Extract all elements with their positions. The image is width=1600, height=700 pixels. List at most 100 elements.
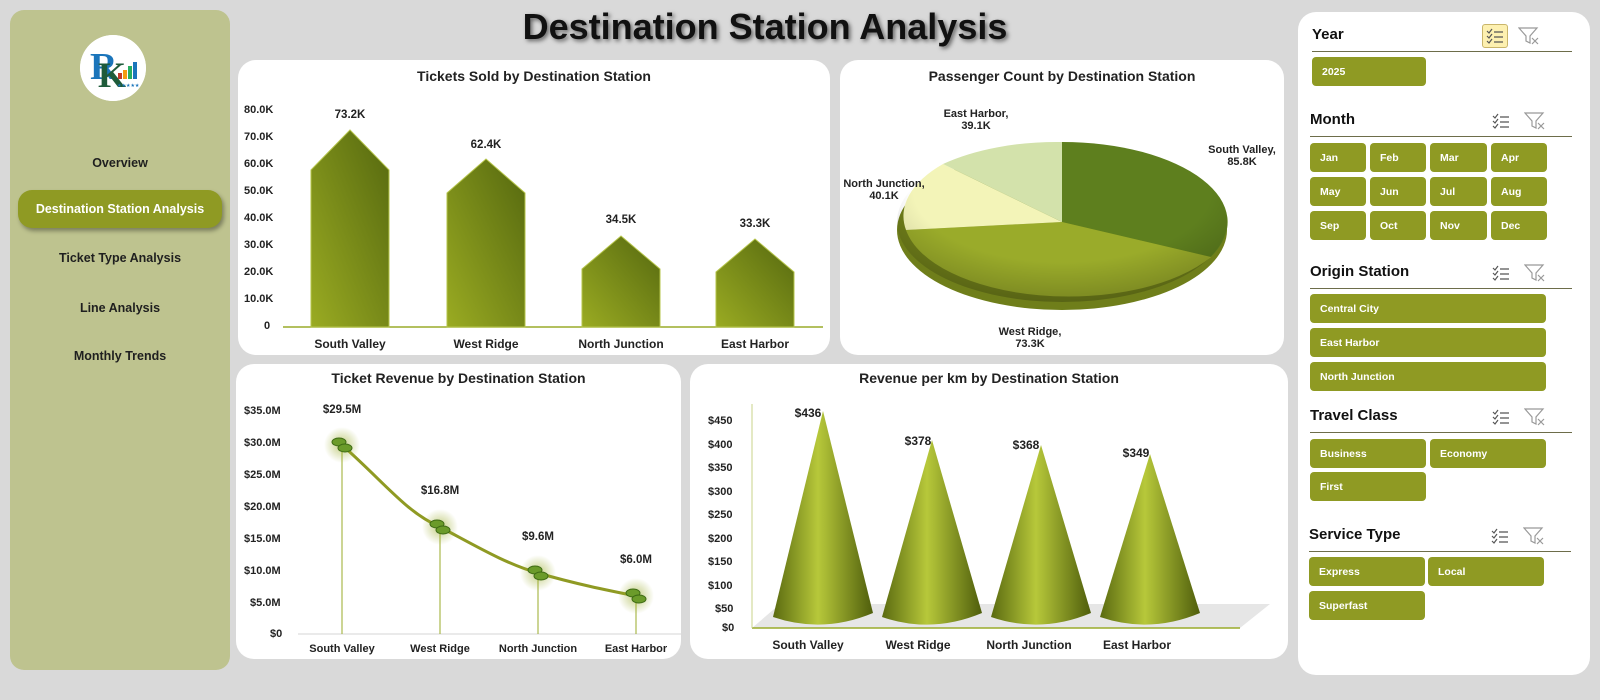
month-option-apr[interactable]: Apr xyxy=(1491,143,1547,172)
x-category: South Valley xyxy=(772,638,844,652)
y-tick: $150 xyxy=(708,556,733,568)
y-tick: 0 xyxy=(264,320,271,332)
service-type-option-local[interactable]: Local xyxy=(1428,557,1544,586)
nav-label: Monthly Trends xyxy=(73,349,167,363)
service-type-slicer-header: Service Type xyxy=(1309,524,1571,552)
data-label: $436 xyxy=(794,406,822,420)
slicer-title: Year xyxy=(1312,26,1344,43)
y-tick: $0 xyxy=(270,628,283,640)
y-tick: $20.0M xyxy=(244,501,281,513)
month-option-may[interactable]: May xyxy=(1310,177,1366,206)
travel-class-option-business[interactable]: Business xyxy=(1310,439,1426,468)
y-tick: $35.0M xyxy=(244,405,281,417)
chart-title: Passenger Count by Destination Station xyxy=(928,68,1196,84)
month-option-jun[interactable]: Jun xyxy=(1370,177,1426,206)
sidebar: R K ★★★★★ Overview Destination Station A… xyxy=(10,10,230,670)
tickets-sold-chart: Tickets Sold by Destination Station 80.0… xyxy=(238,60,830,355)
month-option-jul[interactable]: Jul xyxy=(1430,177,1487,206)
month-option-nov[interactable]: Nov xyxy=(1430,211,1487,240)
pie-label-west-ridge: West Ridge, 73.3K xyxy=(998,326,1062,350)
y-tick: $450 xyxy=(708,415,733,427)
month-option-oct[interactable]: Oct xyxy=(1370,211,1426,240)
nav-line-analysis[interactable]: Line Analysis xyxy=(18,289,222,327)
pie-label-east-harbor: East Harbor, 39.1K xyxy=(943,108,1009,132)
slicer-title: Month xyxy=(1310,111,1355,128)
travel-class-option-first[interactable]: First xyxy=(1310,472,1426,501)
slicer-title: Origin Station xyxy=(1310,263,1410,280)
chart-title: Ticket Revenue by Destination Station xyxy=(331,370,586,386)
origin-option-central-city[interactable]: Central City xyxy=(1310,294,1546,323)
month-option-sep[interactable]: Sep xyxy=(1310,211,1366,240)
month-option-feb[interactable]: Feb xyxy=(1370,143,1426,172)
service-type-option-superfast[interactable]: Superfast xyxy=(1309,591,1425,620)
y-tick: 40.0K xyxy=(244,212,274,224)
x-category: East Harbor xyxy=(1102,638,1172,652)
y-tick: 30.0K xyxy=(244,239,274,251)
x-category: North Junction xyxy=(578,337,664,351)
month-option-aug[interactable]: Aug xyxy=(1491,177,1547,206)
y-tick: $100 xyxy=(708,580,733,592)
multi-select-icon[interactable] xyxy=(1488,109,1514,133)
x-category: East Harbor xyxy=(604,643,668,655)
year-option-2025[interactable]: 2025 xyxy=(1312,57,1426,86)
nav-ticket-type-analysis[interactable]: Ticket Type Analysis xyxy=(18,239,222,277)
multi-select-icon[interactable] xyxy=(1487,524,1513,548)
data-label: 34.5K xyxy=(605,214,637,226)
pie-label-south-valley: South Valley, 85.8K xyxy=(1208,144,1276,168)
y-tick: $10.0M xyxy=(244,565,281,577)
multi-select-icon[interactable] xyxy=(1482,24,1508,48)
clear-filter-icon[interactable] xyxy=(1522,261,1548,285)
data-label: $349 xyxy=(1122,446,1150,460)
pie-label-north-junction: North Junction, 40.1K xyxy=(843,178,925,202)
origin-option-east-harbor[interactable]: East Harbor xyxy=(1310,328,1546,357)
clear-filter-icon[interactable] xyxy=(1521,524,1547,548)
multi-select-icon[interactable] xyxy=(1488,261,1514,285)
month-option-jan[interactable]: Jan xyxy=(1310,143,1366,172)
ticket-revenue-chart: Ticket Revenue by Destination Station xyxy=(236,364,681,659)
y-tick: 70.0K xyxy=(244,131,274,143)
month-option-dec[interactable]: Dec xyxy=(1491,211,1547,240)
coin-marker-icon xyxy=(324,427,654,614)
data-label: $368 xyxy=(1012,438,1040,452)
nav-label: Overview xyxy=(92,156,148,170)
y-tick: $25.0M xyxy=(244,469,281,481)
nav-destination-station-analysis[interactable]: Destination Station Analysis xyxy=(18,190,222,228)
year-slicer-header: Year xyxy=(1312,24,1572,52)
x-category: West Ridge xyxy=(885,638,951,652)
clear-filter-icon[interactable] xyxy=(1516,24,1542,48)
x-category: East Harbor xyxy=(720,337,790,351)
slicer-title: Travel Class xyxy=(1310,407,1398,424)
page-title: Destination Station Analysis xyxy=(522,6,1008,47)
y-tick: $5.0M xyxy=(250,597,281,609)
y-tick: $300 xyxy=(708,486,733,498)
x-category: North Junction xyxy=(986,638,1072,652)
nav-label: Destination Station Analysis xyxy=(35,202,205,216)
nav-label: Line Analysis xyxy=(79,301,161,315)
chart-title: Revenue per km by Destination Station xyxy=(859,370,1119,386)
y-tick: $15.0M xyxy=(244,533,281,545)
y-tick: $50 xyxy=(715,603,734,615)
clear-filter-icon[interactable] xyxy=(1522,109,1548,133)
multi-select-icon[interactable] xyxy=(1488,405,1514,429)
x-category: South Valley xyxy=(309,643,375,655)
clear-filter-icon[interactable] xyxy=(1522,405,1548,429)
origin-option-north-junction[interactable]: North Junction xyxy=(1310,362,1546,391)
filter-panel: Year 2025 Month Jan Feb Mar Apr May Jun … xyxy=(1298,12,1590,675)
y-tick: 10.0K xyxy=(244,293,274,305)
nav-overview[interactable]: Overview xyxy=(18,144,222,182)
travel-class-slicer-header: Travel Class xyxy=(1310,405,1572,433)
month-option-mar[interactable]: Mar xyxy=(1430,143,1487,172)
nav-monthly-trends[interactable]: Monthly Trends xyxy=(18,337,222,375)
travel-class-option-economy[interactable]: Economy xyxy=(1430,439,1546,468)
service-type-option-express[interactable]: Express xyxy=(1309,557,1425,586)
month-slicer-header: Month xyxy=(1310,109,1572,137)
origin-station-slicer-header: Origin Station xyxy=(1310,261,1572,289)
revenue-per-km-chart: Revenue per km by Destination Station $4… xyxy=(690,364,1288,659)
y-tick: $250 xyxy=(708,509,733,521)
passenger-count-chart: Passenger Count by Destination Station E… xyxy=(840,60,1284,355)
chart-title: Tickets Sold by Destination Station xyxy=(417,68,651,84)
x-category: South Valley xyxy=(314,337,386,351)
rk-logo-icon: R K ★★★★★ xyxy=(80,35,146,101)
y-tick: 80.0K xyxy=(244,104,274,116)
